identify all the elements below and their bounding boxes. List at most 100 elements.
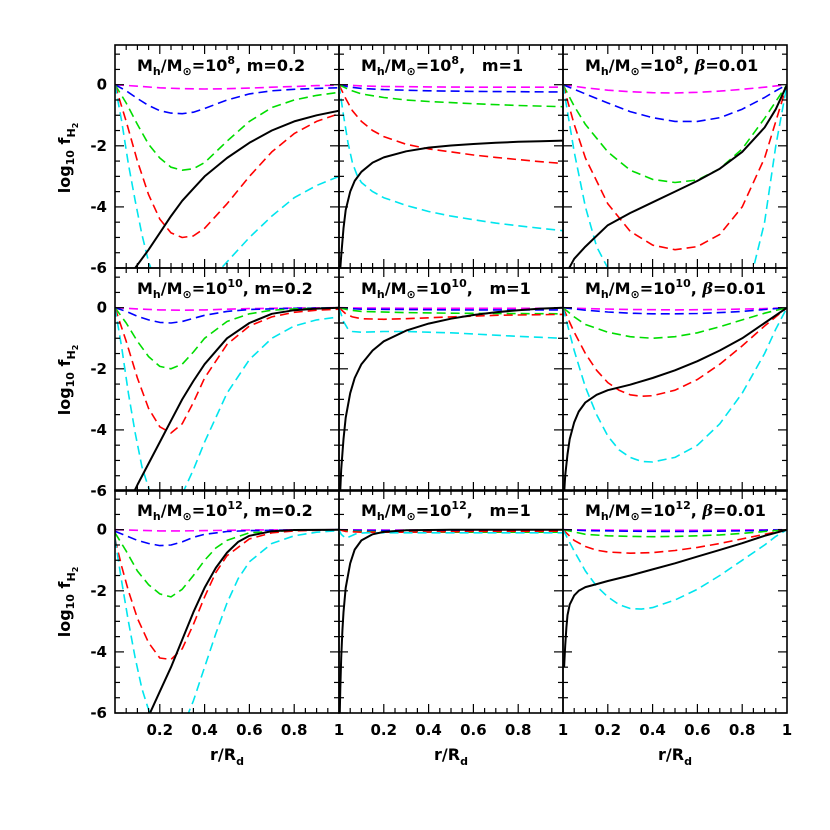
y-tick-label: -2 bbox=[90, 137, 107, 155]
series-line-4 bbox=[339, 307, 563, 321]
series-line-2 bbox=[339, 306, 563, 311]
y-tick-label: 0 bbox=[97, 521, 107, 539]
panel-frame bbox=[114, 489, 340, 714]
x-tick-label: 0.6 bbox=[236, 721, 263, 739]
panel-frame bbox=[338, 267, 564, 492]
series-line-4 bbox=[339, 84, 563, 165]
series-line-5 bbox=[563, 84, 787, 268]
panel-3-2: 0.2 0.4 0.6 0.8 1 Mh/M⊙=1012, m=1 bbox=[338, 489, 568, 739]
series-line-3 bbox=[339, 83, 563, 108]
panel-title: Mh/M⊙=108, m=0.2 bbox=[137, 54, 305, 78]
series-line-6 bbox=[568, 84, 787, 268]
series-line-1 bbox=[563, 83, 787, 94]
series-line-1 bbox=[115, 83, 339, 90]
series-line-5 bbox=[563, 529, 787, 610]
series-group bbox=[339, 83, 563, 268]
panel-2-3: Mh/M⊙=1010, β=0.01 bbox=[562, 267, 788, 492]
y-tick-label: -4 bbox=[90, 198, 107, 216]
series-line-1 bbox=[115, 306, 339, 312]
y-tick-label: 0 bbox=[97, 299, 107, 317]
series-line-6 bbox=[148, 528, 339, 713]
series-line-5 bbox=[115, 307, 339, 491]
panel-title: Mh/M⊙=108, β=0.01 bbox=[585, 54, 758, 78]
y-axis-label: log10 fH2 bbox=[55, 567, 80, 638]
panel-1-2: Mh/M⊙=108, m=1 bbox=[338, 44, 564, 269]
series-line-3 bbox=[563, 528, 787, 538]
series-line-5 bbox=[115, 529, 339, 713]
y-tick-label: -6 bbox=[90, 482, 107, 500]
series-line-3 bbox=[115, 528, 339, 598]
x-tick-label: 1 bbox=[334, 721, 344, 739]
panel-1-1: 0 -2 -4 -6 Mh/M⊙=108, m=0.2 bbox=[90, 44, 340, 277]
panel-title: Mh/M⊙=1012, m=1 bbox=[361, 499, 531, 523]
y-tick-label: 0 bbox=[97, 76, 107, 94]
series-line-4 bbox=[563, 528, 787, 555]
panel-title: Mh/M⊙=1010, m=0.2 bbox=[137, 277, 313, 301]
series-line-2 bbox=[563, 83, 787, 123]
x-tick-label: 1 bbox=[558, 721, 568, 739]
y-tick-label: -4 bbox=[90, 643, 107, 661]
series-line-6 bbox=[339, 139, 563, 268]
x-tick-label: 0.4 bbox=[415, 721, 442, 739]
y-tick-label: -4 bbox=[90, 421, 107, 439]
series-group bbox=[563, 83, 787, 268]
panel-frame bbox=[114, 44, 340, 269]
series-line-6 bbox=[133, 306, 339, 491]
y-axis-label: log10 fH2 bbox=[55, 123, 80, 194]
panel-2-2: Mh/M⊙=1010, m=1 bbox=[338, 267, 564, 492]
x-axis-label: r/Rd bbox=[658, 745, 692, 768]
panel-1-3: Mh/M⊙=108, β=0.01 bbox=[562, 44, 788, 269]
panel-title: Mh/M⊙=1012, m=0.2 bbox=[137, 499, 313, 523]
panel-title: Mh/M⊙=1012, β=0.01 bbox=[585, 499, 766, 523]
series-group bbox=[115, 306, 339, 491]
panel-2-1: 0 -2 -4 -6 Mh/M⊙=1010, m=0.2 bbox=[90, 267, 340, 500]
y-tick-label: -6 bbox=[90, 259, 107, 277]
series-line-4 bbox=[115, 307, 339, 434]
series-line-5 bbox=[339, 84, 563, 232]
panel-title: Mh/M⊙=1010, β=0.01 bbox=[585, 277, 766, 301]
series-line-6 bbox=[339, 306, 563, 491]
series-line-3 bbox=[563, 84, 787, 184]
series-line-3 bbox=[563, 306, 787, 340]
panel-frame bbox=[562, 489, 788, 714]
x-tick-label: 0.6 bbox=[460, 721, 487, 739]
panel-3-1: 0.2 0.4 0.6 0.8 1 0 -2 -4 -6 Mh/M⊙=1012, m=0.2 bbox=[90, 489, 344, 739]
panel-grid: 0 -2 -4 -6 Mh/M⊙=108, m=0.2 Mh/M⊙=108, m=1 Mh/… bbox=[90, 44, 792, 739]
axis-labels: log10 fH2 log10 fH2 log10 fH2 r/Rd r/Rd r/Rd bbox=[55, 123, 692, 768]
x-tick-label: 0.2 bbox=[371, 721, 398, 739]
panel-3-3: 0.2 0.4 0.6 0.8 1 Mh/M⊙=1012, β=0.01 bbox=[562, 489, 792, 739]
series-line-2 bbox=[563, 528, 787, 533]
y-tick-label: -6 bbox=[90, 704, 107, 722]
series-line-4 bbox=[115, 84, 339, 239]
series-line-3 bbox=[339, 306, 563, 315]
series-line-2 bbox=[563, 306, 787, 315]
y-axis-label: log10 fH2 bbox=[55, 345, 80, 416]
x-tick-label: 0.8 bbox=[281, 721, 308, 739]
x-axis-label: r/Rd bbox=[434, 745, 468, 768]
x-tick-label: 0.6 bbox=[684, 721, 711, 739]
y-tick-label: -2 bbox=[90, 582, 107, 600]
x-tick-label: 0.4 bbox=[191, 721, 218, 739]
x-axis-label: r/Rd bbox=[210, 745, 244, 768]
series-line-2 bbox=[115, 83, 339, 115]
series-line-6 bbox=[133, 109, 339, 268]
series-line-6 bbox=[563, 528, 787, 668]
x-tick-label: 0.2 bbox=[147, 721, 174, 739]
series-line-4 bbox=[563, 307, 787, 398]
series-line-1 bbox=[339, 83, 563, 88]
x-tick-label: 1 bbox=[782, 721, 792, 739]
series-line-5 bbox=[339, 307, 563, 340]
series-line-4 bbox=[563, 84, 787, 251]
series-line-6 bbox=[339, 528, 563, 713]
series-group bbox=[563, 528, 787, 668]
x-tick-label: 0.8 bbox=[505, 721, 532, 739]
x-tick-label: 0.8 bbox=[729, 721, 756, 739]
series-group bbox=[563, 306, 787, 491]
series-line-5 bbox=[339, 529, 563, 540]
series-line-6 bbox=[563, 306, 787, 491]
series-line-5 bbox=[563, 307, 787, 463]
panel-title: Mh/M⊙=1010, m=1 bbox=[361, 277, 531, 301]
series-line-3 bbox=[115, 306, 339, 370]
series-line-2 bbox=[115, 528, 339, 547]
